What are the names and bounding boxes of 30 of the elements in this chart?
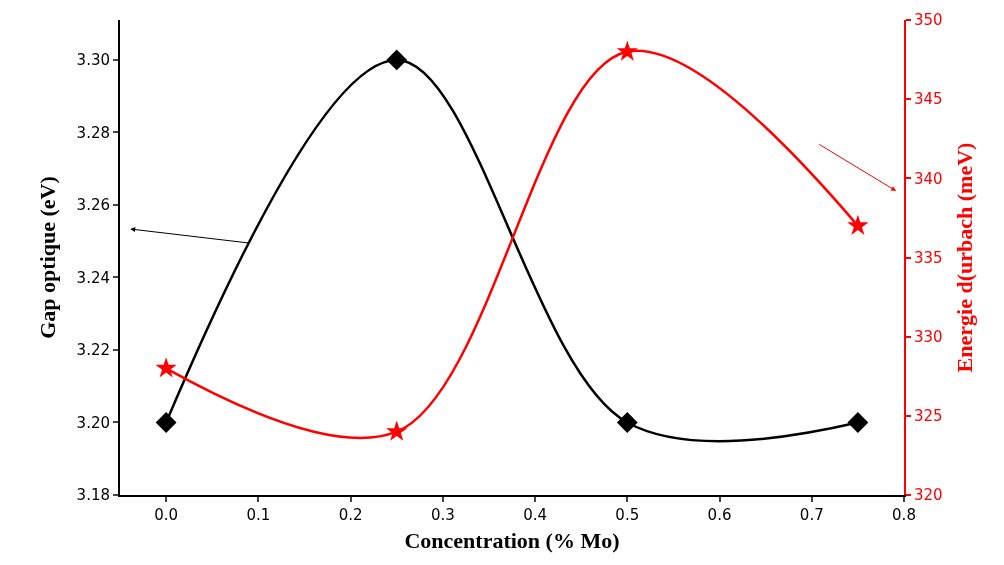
point [155,357,177,378]
x-tick-label: 0.3 [430,506,455,524]
y-tick-label: 3.20 [76,413,110,432]
y-tick-label: 3.26 [76,196,110,215]
y2-tick-label: 330 [914,327,943,346]
y-tick-label: 3.18 [76,486,110,505]
y2-tick-label: 340 [914,169,943,188]
y2-tick-label: 350 [914,11,943,30]
y2-tick-label: 320 [914,486,943,505]
y2-tick-label: 325 [914,407,943,426]
y-tick-label: 3.30 [76,51,110,70]
y2-axis-title: Energie d(urbach (meV) [952,142,978,373]
x-tick-label: 0.5 [615,506,640,524]
y2-tick-label: 345 [914,90,943,109]
x-tick-label: 0.6 [707,506,732,524]
x-tick-label: 0.7 [799,506,824,524]
x-tick-label: 0.4 [523,506,547,524]
x-tick-label: 0.0 [154,506,179,524]
y2-tick-label: 335 [914,248,943,267]
point [616,40,638,61]
x-axis-title: Concentration (% Mo) [404,528,620,554]
x-tick-label: 0.1 [246,506,271,524]
point [386,420,408,441]
x-tick-label: 0.2 [338,506,363,524]
y-axis-title: Gap optique (eV) [34,176,60,339]
y-tick-label: 3.24 [76,268,110,287]
y-tick-label: 3.22 [76,341,110,360]
point [847,214,869,235]
x-tick-label: 0.8 [892,506,916,524]
y-tick-label: 3.28 [76,123,110,142]
